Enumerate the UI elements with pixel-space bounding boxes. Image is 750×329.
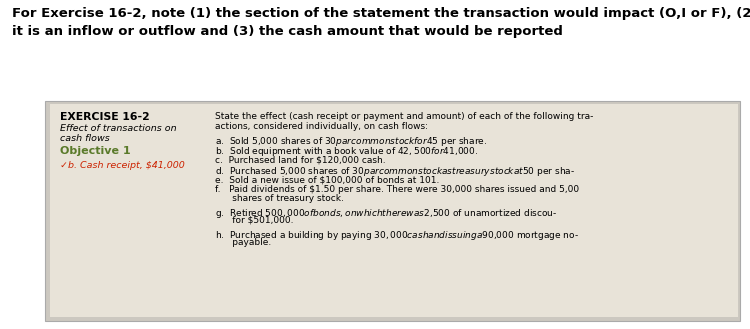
Text: a.  Sold 5,000 shares of $30 par common stock for $45 per share.: a. Sold 5,000 shares of $30 par common s…	[215, 135, 488, 148]
Text: Objective 1: Objective 1	[60, 146, 130, 156]
Text: State the effect (cash receipt or payment and amount) of each of the following t: State the effect (cash receipt or paymen…	[215, 112, 593, 121]
Text: For Exercise 16-2, note (1) the section of the statement the transaction would i: For Exercise 16-2, note (1) the section …	[12, 7, 750, 20]
Text: Effect of transactions on: Effect of transactions on	[60, 124, 177, 133]
Text: g.  Retired $500,000 of bonds, on which there was $2,500 of unamortized discou-: g. Retired $500,000 of bonds, on which t…	[215, 207, 557, 220]
Text: d.  Purchased 5,000 shares of $30 par common stock as treasury stock at $50 per : d. Purchased 5,000 shares of $30 par com…	[215, 165, 575, 178]
Text: f.   Paid dividends of $1.50 per share. There were 30,000 shares issued and 5,00: f. Paid dividends of $1.50 per share. Th…	[215, 185, 579, 194]
Text: b.  Sold equipment with a book value of $42,500 for $41,000.: b. Sold equipment with a book value of $…	[215, 145, 478, 158]
Text: it is an inflow or outflow and (3) the cash amount that would be reported: it is an inflow or outflow and (3) the c…	[12, 25, 562, 38]
Text: h.  Purchased a building by paying $30,000 cash and issuing a $90,000 mortgage n: h. Purchased a building by paying $30,00…	[215, 229, 579, 242]
Text: shares of treasury stock.: shares of treasury stock.	[215, 194, 344, 203]
Text: for $501,000.: for $501,000.	[215, 216, 293, 225]
Text: ✓b. Cash receipt, $41,000: ✓b. Cash receipt, $41,000	[60, 161, 184, 170]
Text: actions, considered individually, on cash flows:: actions, considered individually, on cas…	[215, 122, 428, 131]
Text: e.  Sold a new issue of $100,000 of bonds at 101.: e. Sold a new issue of $100,000 of bonds…	[215, 175, 440, 184]
Text: cash flows: cash flows	[60, 134, 110, 143]
Text: c.  Purchased land for $120,000 cash.: c. Purchased land for $120,000 cash.	[215, 155, 386, 164]
FancyBboxPatch shape	[45, 101, 740, 321]
Text: EXERCISE 16-2: EXERCISE 16-2	[60, 112, 150, 122]
Text: payable.: payable.	[215, 238, 272, 247]
FancyBboxPatch shape	[50, 104, 738, 317]
